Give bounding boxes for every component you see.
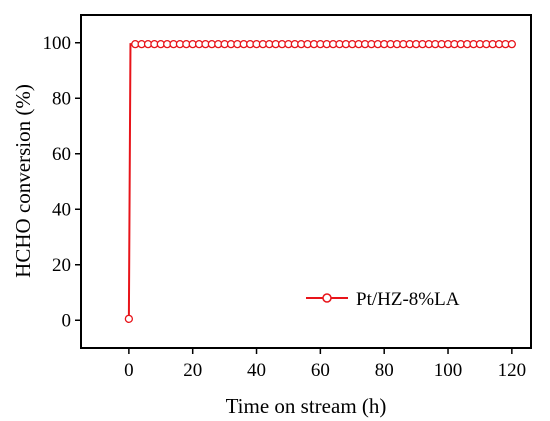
y-axis-title: HCHO conversion (%) [11,84,35,278]
y-tick-label: 80 [52,88,71,109]
y-tick-label: 100 [43,33,72,54]
x-tick-label: 80 [375,360,394,381]
x-tick-label: 40 [247,360,266,381]
legend-marker [322,293,332,303]
data-point [507,39,517,49]
axis-ticks [75,42,513,354]
legend-label: Pt/HZ-8%LA [356,289,460,310]
x-tick-label: 60 [311,360,330,381]
y-tick-label: 0 [62,310,72,331]
y-tick-label: 20 [52,255,71,276]
legend: Pt/HZ-8%LA [306,289,460,310]
data-point [124,314,134,324]
series-line-pt-hz-8la [127,43,512,319]
y-tick-labels: 0 20 40 60 80 100 [43,33,72,332]
x-tick-label: 100 [434,360,463,381]
x-tick-label: 20 [183,360,202,381]
plot-frame [80,14,532,349]
y-tick-label: 60 [52,144,71,165]
x-tick-labels: 0 20 40 60 80 100 120 [124,360,526,381]
x-axis-title: Time on stream (h) [226,394,387,418]
y-tick-label: 40 [52,199,71,220]
x-tick-label: 120 [498,360,527,381]
x-tick-label: 0 [124,360,134,381]
series-markers [124,39,517,324]
